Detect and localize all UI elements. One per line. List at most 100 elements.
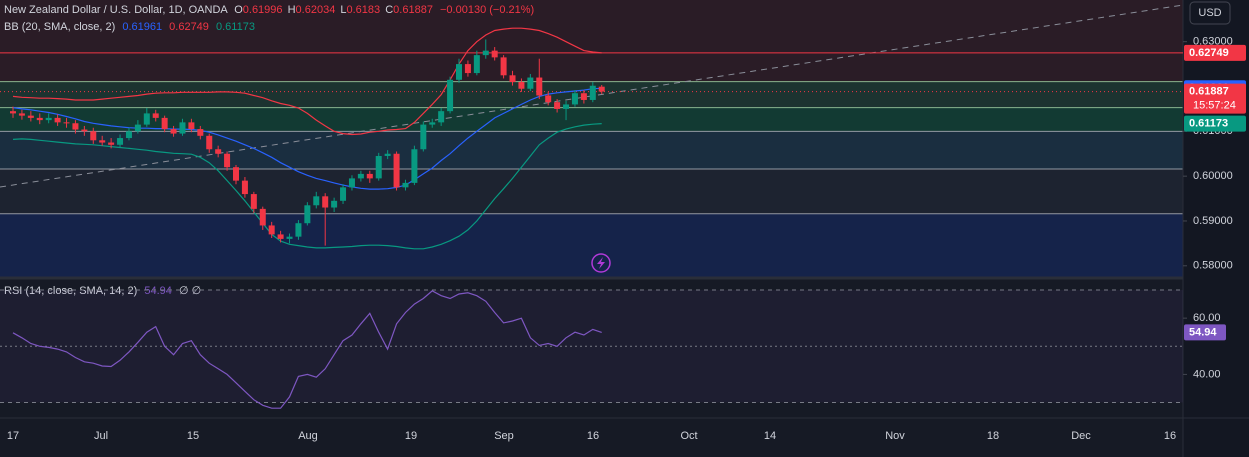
candle-body — [36, 117, 43, 121]
ohlc-key: H — [288, 4, 296, 16]
event-icon[interactable] — [591, 253, 611, 273]
candle-body — [215, 149, 222, 154]
ohlc-value: 0.62034 — [296, 4, 336, 16]
candle-body — [81, 129, 88, 132]
rsi-tag-label: 54.94 — [1189, 326, 1217, 338]
x-tick-label: Sep — [494, 430, 514, 442]
zone — [0, 107, 1183, 132]
candle-body — [143, 113, 150, 125]
candle-body — [571, 93, 578, 105]
candle-body — [322, 196, 329, 208]
candle-body — [241, 180, 248, 195]
candle-body — [63, 122, 70, 124]
candle-body — [500, 57, 507, 76]
candle-body — [402, 182, 409, 188]
candle-body — [598, 86, 605, 92]
x-tick-label: 17 — [7, 430, 19, 442]
bb-label: BB (20, SMA, close, 2) — [4, 21, 115, 33]
candle-body — [456, 64, 462, 80]
candle-body — [447, 79, 454, 112]
candle-body — [384, 153, 391, 156]
candle-body — [464, 64, 471, 74]
y-tick-label: 0.59000 — [1193, 215, 1233, 227]
x-tick-label: 14 — [764, 430, 776, 442]
header: New Zealand Dollar / U.S. Dollar, 1D, OA… — [4, 4, 534, 16]
x-tick-label: 19 — [405, 430, 417, 442]
candle-body — [348, 178, 355, 188]
zones — [0, 0, 1183, 277]
currency-label: USD — [1198, 7, 1221, 19]
candle-body — [286, 236, 293, 239]
candle-body — [482, 50, 489, 56]
x-tick-label: 15 — [187, 430, 199, 442]
candle-body — [313, 196, 320, 206]
zone — [0, 0, 1183, 82]
countdown: 15:57:24 — [1193, 99, 1236, 111]
candle-body — [554, 102, 561, 109]
zone — [0, 131, 1183, 169]
candle-body — [277, 234, 284, 239]
candle-body — [563, 104, 570, 109]
x-tick-label: Aug — [298, 430, 318, 442]
zone — [0, 213, 1183, 277]
candle-body — [224, 153, 231, 168]
candle-body — [161, 117, 168, 130]
candle-body — [233, 167, 239, 181]
candle-body — [473, 55, 480, 74]
symbol-title: New Zealand Dollar / U.S. Dollar, 1D, OA… — [4, 4, 228, 16]
y-tick-label: 0.58000 — [1193, 260, 1233, 272]
lower-tag — [1184, 115, 1246, 132]
candle-body — [250, 194, 257, 209]
candle-body — [340, 187, 347, 201]
candle-body — [375, 155, 382, 179]
x-tick-label: Dec — [1071, 430, 1091, 442]
candle-body — [331, 200, 338, 208]
candle-body — [117, 138, 124, 145]
bb-value: 0.61173 — [216, 21, 255, 33]
candle-body — [580, 93, 587, 100]
rsi-tick-label: 40.00 — [1193, 368, 1221, 380]
candle-body — [170, 129, 177, 134]
currency-button[interactable] — [1189, 1, 1231, 25]
ohlc-value: 0.61887 — [393, 4, 433, 16]
rsi-label: RSI (14, close, SMA, 14, 2) — [4, 285, 137, 297]
candle-body — [152, 113, 159, 118]
upper-tag-label: 0.62749 — [1189, 47, 1229, 59]
y-tick-label: 0.60000 — [1193, 170, 1233, 182]
candle-body — [134, 124, 141, 132]
ohlc-value: 0.61996 — [243, 4, 283, 16]
x-tick-label: Nov — [885, 430, 905, 442]
rsi-tick-label: 60.00 — [1193, 312, 1221, 324]
y-tick-label: 0.63000 — [1193, 36, 1233, 48]
rsi-extra: ∅ ∅ — [179, 285, 201, 297]
candle-body — [304, 205, 311, 224]
candle-body — [429, 122, 436, 125]
candle-body — [518, 82, 525, 89]
bb-legend: BB (20, SMA, close, 2) 0.61961 0.62749 0… — [4, 21, 255, 33]
price-tag — [1184, 83, 1246, 114]
x-tick-label: Oct — [680, 430, 697, 442]
candle-body — [90, 131, 97, 141]
bb-value: 0.62749 — [169, 21, 209, 33]
candle-body — [125, 131, 132, 139]
event-icon-bolt — [597, 257, 605, 269]
candle-body — [27, 115, 34, 118]
candle-body — [206, 135, 213, 150]
ohlc-key: C — [385, 4, 393, 16]
candle-body — [393, 153, 400, 188]
zone — [0, 168, 1183, 214]
price-axis — [1183, 0, 1249, 457]
upper-tag — [1184, 44, 1246, 61]
bb-value: 0.61961 — [122, 21, 162, 33]
x-tick-label: 16 — [587, 430, 599, 442]
candle-body — [72, 123, 79, 130]
candle-body — [438, 111, 445, 123]
candle-body — [527, 77, 534, 89]
x-tick-label: 18 — [987, 430, 999, 442]
rsi-legend: RSI (14, close, SMA, 14, 2) 54.94 ∅ ∅ — [4, 285, 201, 297]
candle-body — [589, 85, 596, 100]
lower-tag-label: 0.61173 — [1189, 117, 1228, 129]
candle-body — [491, 50, 498, 58]
candle-body — [197, 129, 204, 136]
